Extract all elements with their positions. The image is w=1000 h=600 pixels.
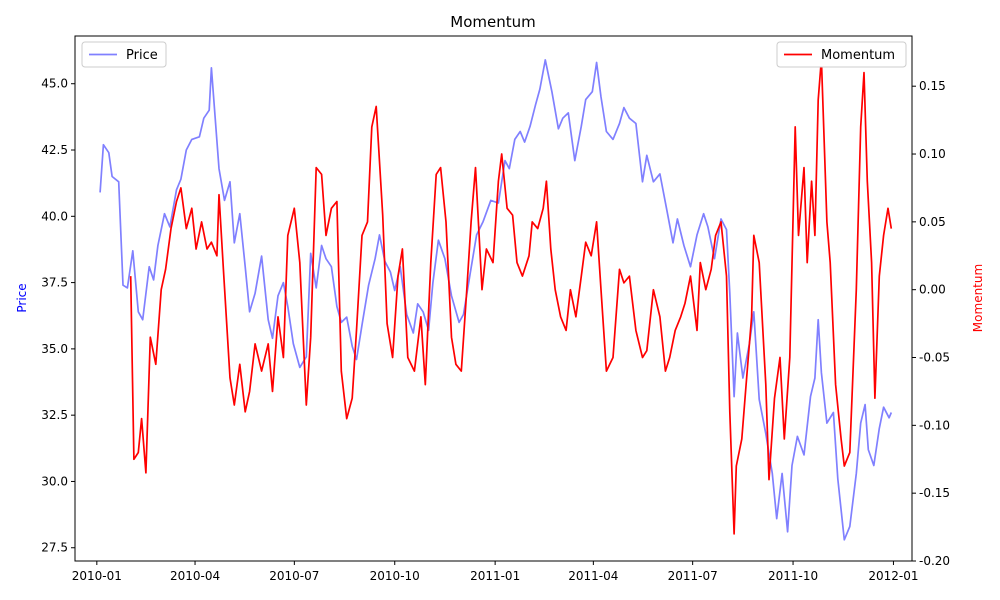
x-tick-label: 2010-07 xyxy=(269,569,319,583)
x-tick-label: 2010-10 xyxy=(370,569,420,583)
y-left-tick-label: 27.5 xyxy=(41,541,68,555)
y-right-tick-label: -0.15 xyxy=(919,486,950,500)
y-left-tick-label: 45.0 xyxy=(41,77,68,91)
y-axis-left-label: Price xyxy=(15,283,29,312)
axes-layer: 2010-01 2010-04 2010-07 2010-10 2011-01 2011-… xyxy=(41,35,950,583)
x-tick-label: 2011-01 xyxy=(470,569,520,583)
chart-title: Momentum xyxy=(450,13,535,31)
y-left-tick-label: 40.0 xyxy=(41,209,68,223)
y-right-tick-label: -0.20 xyxy=(919,554,950,568)
y-left-tick-label: 32.5 xyxy=(41,408,68,422)
y-left-tick-label: 37.5 xyxy=(41,276,68,290)
legend-price-label: Price xyxy=(126,48,158,63)
legend-price: Price xyxy=(81,41,167,68)
x-tick-label: 2011-10 xyxy=(768,569,818,583)
y-left-tick-label: 35.0 xyxy=(41,342,68,356)
y-right-tick-label: 0.15 xyxy=(919,79,946,93)
legend-momentum: Momentum xyxy=(776,41,907,68)
series-line-momentum xyxy=(129,58,893,535)
x-tick-label: 2011-04 xyxy=(568,569,618,583)
legend-price-box xyxy=(81,41,167,68)
y-axis-right-label: Momentum xyxy=(971,264,985,332)
y-right-tick-label: 0.00 xyxy=(919,283,946,297)
y-left-tick-label: 30.0 xyxy=(41,474,68,488)
legend-momentum-label: Momentum xyxy=(821,48,895,63)
series-layer xyxy=(99,58,893,541)
x-tick-label: 2011-07 xyxy=(668,569,718,583)
y-right-tick-label: -0.10 xyxy=(919,418,950,432)
y-left-tick-label: 42.5 xyxy=(41,143,68,157)
y-right-tick-label: 0.10 xyxy=(919,147,946,161)
plot-background xyxy=(75,36,912,561)
x-tick-label: 2012-01 xyxy=(868,569,918,583)
x-tick-label: 2010-01 xyxy=(72,569,122,583)
legend-momentum-box xyxy=(776,41,907,68)
series-line-price xyxy=(99,59,893,541)
plot-area xyxy=(75,36,912,561)
x-tick-label: 2010-04 xyxy=(170,569,220,583)
y-right-tick-label: -0.05 xyxy=(919,351,950,365)
plot-frame xyxy=(74,35,913,562)
y-right-tick-label: 0.05 xyxy=(919,215,946,229)
